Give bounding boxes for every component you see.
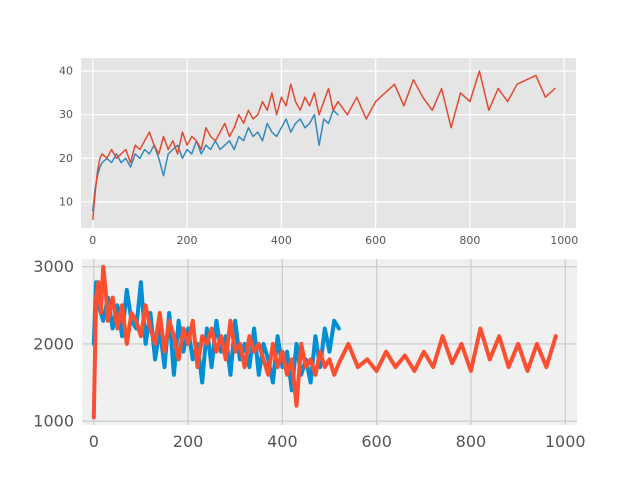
- top-chart-y-tick-label: 40: [59, 65, 73, 78]
- bottom-chart-x-tick-label: 400: [267, 432, 298, 451]
- bottom-chart-x-tick-label: 800: [456, 432, 487, 451]
- top-chart-x-tick-label: 600: [365, 234, 386, 247]
- bottom-chart-x-tick-label: 200: [173, 432, 204, 451]
- top-chart-x-tick-label: 800: [459, 234, 480, 247]
- top-chart-y-tick-label: 20: [59, 152, 73, 165]
- bottom-chart-y-tick-label: 3000: [33, 257, 74, 276]
- bottom-chart-x-tick-label: 1000: [545, 432, 586, 451]
- bottom-chart-y-tick-label: 1000: [33, 412, 74, 431]
- top-chart-x-tick-label: 400: [271, 234, 292, 247]
- top-chart-x-tick-label: 0: [89, 234, 96, 247]
- bottom-chart-x-tick-label: 600: [361, 432, 392, 451]
- top-chart-y-tick-label: 30: [59, 108, 73, 121]
- bottom-chart-x-tick-label: 0: [89, 432, 99, 451]
- top-chart-x-tick-label: 200: [177, 234, 198, 247]
- top-chart-series-1-line: [92, 109, 339, 212]
- bottom-chart-y-tick-label: 2000: [33, 334, 74, 353]
- top-chart-panel: 0 200 400 600 800 1000 10 20 30 40: [59, 58, 578, 247]
- top-chart-y-tick-label: 10: [59, 195, 73, 208]
- bottom-chart-panel: 0 200 400 600 800 1000 1000 2000 3000: [33, 257, 585, 451]
- top-chart-plot-area: [81, 58, 576, 228]
- top-chart-series-2-line: [92, 70, 556, 221]
- bottom-chart-series-2-line: [91, 264, 558, 420]
- top-chart-x-tick-label: 1000: [550, 234, 578, 247]
